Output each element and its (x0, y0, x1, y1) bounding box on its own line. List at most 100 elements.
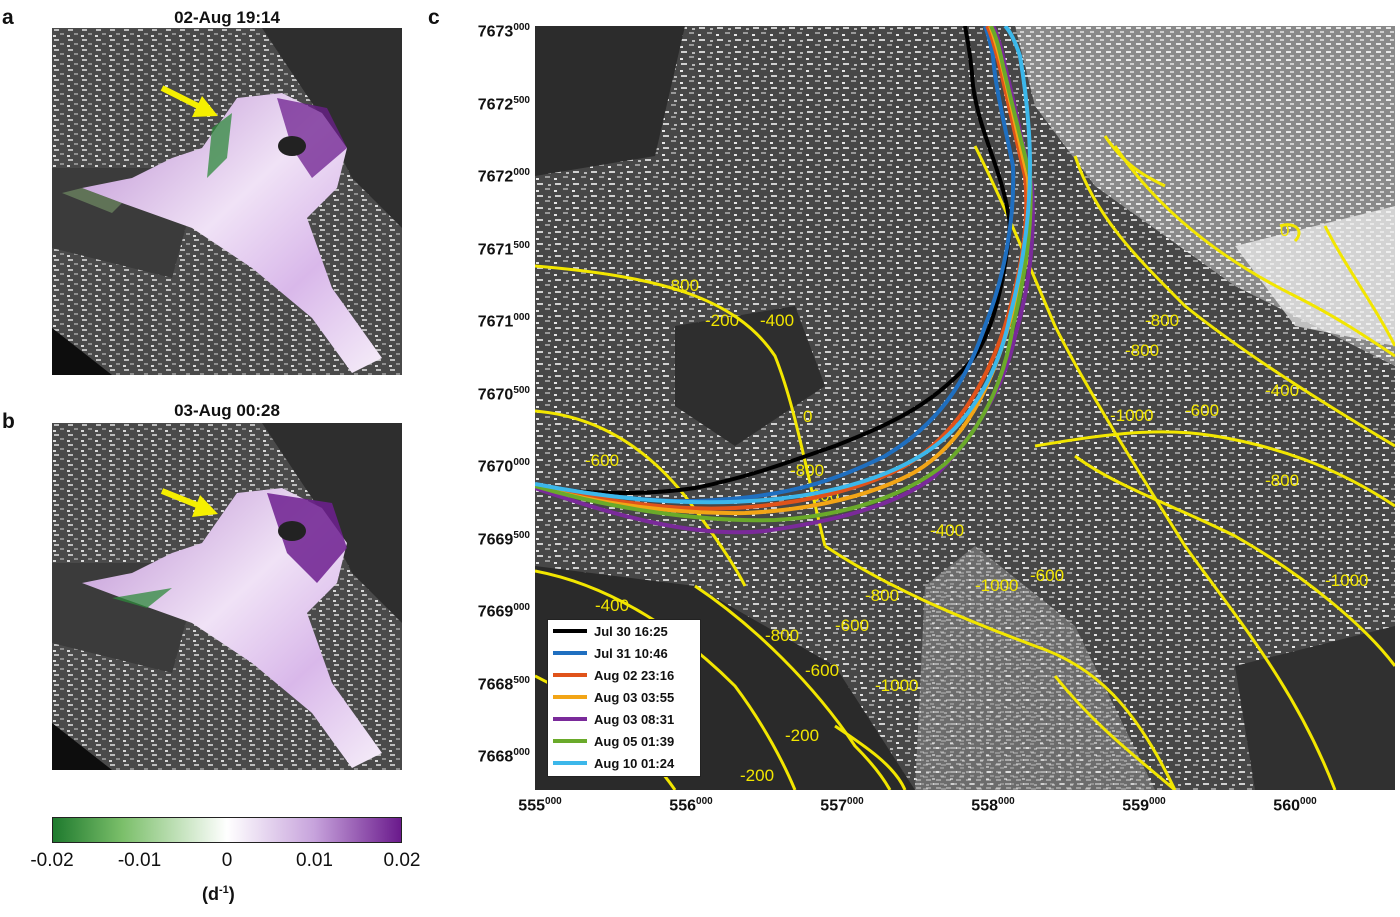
x-tick-label: 555000 (518, 796, 562, 815)
x-tick-label: 556000 (669, 796, 713, 815)
contour-line (1103, 135, 1166, 188)
contour-line (1113, 145, 1395, 358)
y-tick-label: 7673000 (477, 22, 530, 41)
legend-label: Jul 30 16:25 (594, 623, 668, 639)
contour-label: -400 (760, 311, 794, 330)
x-tick-label: 558000 (971, 796, 1015, 815)
contour-label: -600 (585, 451, 619, 470)
legend-swatch (553, 717, 587, 721)
legend-label: Aug 03 03:55 (594, 689, 675, 705)
colorbar-tick-label: 0.01 (296, 850, 333, 871)
contour-line (535, 264, 827, 547)
contour-line (1323, 225, 1395, 347)
contour-label: -800 (1265, 471, 1299, 490)
calving-front-lines (535, 26, 1035, 535)
contour-label: -800 (790, 461, 824, 480)
legend-label: Aug 10 01:24 (594, 755, 675, 771)
panel-a-image (52, 28, 402, 375)
contour-label: -800 (1125, 341, 1159, 360)
colorbar-ticks: -0.02 -0.01 0 0.01 0.02 (30, 850, 420, 874)
contour-label: -800 (865, 586, 899, 605)
contour-label: -1000 (1325, 571, 1368, 590)
bathymetry-contours: -800-600-400-2000-800-800-600-1000-1000-… (535, 135, 1395, 790)
contour-label: -1000 (975, 576, 1018, 595)
legend-swatch (553, 629, 587, 633)
contour-line (535, 569, 797, 790)
yellow-arrow-icon (160, 488, 218, 517)
legend-swatch (553, 695, 587, 699)
y-tick-label: 7672500 (477, 94, 530, 113)
contour-label: -800 (765, 626, 799, 645)
contour-line (1279, 223, 1301, 243)
legend-swatch (553, 739, 587, 743)
contour-label: -400 (1265, 381, 1299, 400)
legend-item: Aug 03 08:31 (548, 708, 700, 730)
calving-front-line (535, 26, 1033, 523)
panel-b-title: 03-Aug 00:28 (174, 401, 280, 420)
contour-label: -800 (1145, 311, 1179, 330)
legend-label: Aug 02 23:16 (594, 667, 675, 683)
y-tick-label: 7669500 (477, 529, 530, 548)
y-tick-label: 7668000 (477, 747, 530, 766)
colorbar-unit: (d-1) (202, 884, 235, 904)
contour-label: -800 (665, 276, 699, 295)
panel-a-title: 02-Aug 19:14 (174, 8, 280, 27)
colorbar (52, 817, 402, 843)
y-axis-labels: 7673000 7672500 7672000 7671500 7671000 76705… (430, 0, 530, 917)
y-tick-label: 7671000 (477, 312, 530, 331)
y-tick-label: 7672000 (477, 167, 530, 186)
contour-label: -200 (740, 766, 774, 785)
contour-line (694, 584, 892, 790)
y-tick-label: 7670500 (477, 384, 530, 403)
contour-label: -400 (595, 596, 629, 615)
contour-line (1074, 454, 1395, 667)
contour-line (1073, 155, 1395, 448)
y-tick-label: 7671500 (477, 239, 530, 258)
legend-label: Aug 03 08:31 (594, 711, 675, 727)
legend-swatch (553, 651, 587, 655)
contour-line (973, 145, 1337, 790)
calving-front-line (535, 26, 1033, 505)
panel-c-map: -800 -600 -400 -200 0 -800 -800 -600 -1000 -1000-… (535, 26, 1395, 790)
contour-label: -1000 (1110, 406, 1153, 425)
contour-label: -600 (1185, 401, 1219, 420)
y-tick-label: 7668500 (477, 674, 530, 693)
panel-b-image (52, 423, 402, 770)
contour-label: 0 (1280, 221, 1289, 240)
contour-line (1053, 675, 1176, 790)
legend-item: Aug 03 03:55 (548, 686, 700, 708)
yellow-arrow-icon (160, 85, 218, 117)
colorbar-tick-label: 0.02 (383, 850, 421, 871)
legend-swatch (553, 761, 587, 765)
x-axis-labels: 555000 556000 557000 558000 559000 560000 (0, 796, 1400, 826)
contour-label: -600 (805, 661, 839, 680)
calving-front-line (535, 26, 1029, 511)
legend-item: Aug 10 01:24 (548, 752, 700, 774)
colorbar-tick-label: -0.01 (117, 850, 162, 871)
x-tick-label: 559000 (1122, 796, 1166, 815)
colorbar-tick-label: -0.02 (30, 850, 74, 871)
calving-front-line (535, 26, 1013, 495)
colorbar-tick-label: 0 (221, 850, 233, 871)
legend-item: Jul 31 10:46 (548, 642, 700, 664)
legend-item: Jul 30 16:25 (548, 620, 700, 642)
contour-label: -600 (835, 616, 869, 635)
legend: Jul 30 16:25 Jul 31 10:46 Aug 02 23:16 Aug … (547, 619, 701, 777)
x-tick-label: 560000 (1273, 796, 1317, 815)
y-tick-label: 7670000 (477, 457, 530, 476)
contour-label: 0 (803, 407, 812, 426)
legend-swatch (553, 673, 587, 677)
legend-item: Aug 02 23:16 (548, 664, 700, 686)
contour-label: -600 (1030, 566, 1064, 585)
legend-label: Aug 05 01:39 (594, 733, 675, 749)
panel-c-letter: c (428, 6, 440, 29)
contour-label: -200 (705, 311, 739, 330)
contour-label: -400 (930, 521, 964, 540)
x-tick-label: 557000 (820, 796, 864, 815)
legend-item: Aug 05 01:39 (548, 730, 700, 752)
contour-label: -200 (785, 726, 819, 745)
panel-b-letter: b (2, 410, 15, 433)
contour-line (824, 544, 1177, 790)
y-tick-label: 7669000 (477, 602, 530, 621)
panel-a-letter: a (2, 6, 14, 29)
